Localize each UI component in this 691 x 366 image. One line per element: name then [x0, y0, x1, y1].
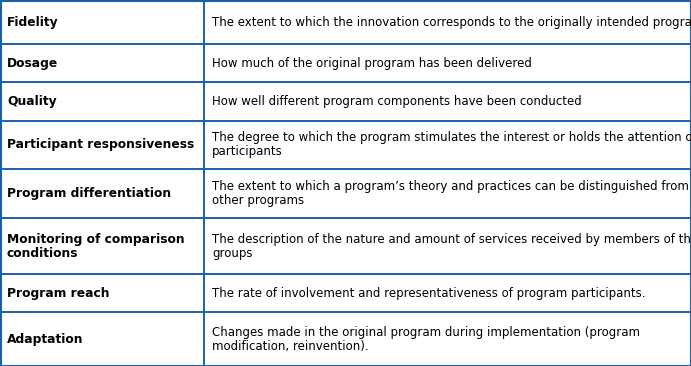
- Text: other programs: other programs: [212, 194, 304, 207]
- Text: Monitoring of comparison: Monitoring of comparison: [7, 233, 184, 246]
- Text: Program reach: Program reach: [7, 287, 109, 300]
- Text: The extent to which a program’s theory and practices can be distinguished from: The extent to which a program’s theory a…: [212, 180, 689, 193]
- Text: Changes made in the original program during implementation (program: Changes made in the original program dur…: [212, 326, 640, 339]
- Text: groups: groups: [212, 247, 253, 260]
- Text: The rate of involvement and representativeness of program participants.: The rate of involvement and representati…: [212, 287, 645, 300]
- Text: modification, reinvention).: modification, reinvention).: [212, 340, 369, 352]
- Text: How much of the original program has been delivered: How much of the original program has bee…: [212, 57, 532, 70]
- Text: Fidelity: Fidelity: [7, 15, 59, 29]
- Text: The description of the nature and amount of services received by members of the: The description of the nature and amount…: [212, 233, 691, 246]
- Text: participants: participants: [212, 145, 283, 158]
- Text: Participant responsiveness: Participant responsiveness: [7, 138, 194, 151]
- Text: The degree to which the program stimulates the interest or holds the attention o: The degree to which the program stimulat…: [212, 131, 691, 144]
- Text: The extent to which the innovation corresponds to the originally intended progra: The extent to which the innovation corre…: [212, 15, 691, 29]
- Text: Dosage: Dosage: [7, 57, 58, 70]
- Text: Quality: Quality: [7, 95, 57, 108]
- Text: Program differentiation: Program differentiation: [7, 187, 171, 200]
- Text: Adaptation: Adaptation: [7, 333, 84, 346]
- Text: conditions: conditions: [7, 247, 78, 260]
- Text: How well different program components have been conducted: How well different program components ha…: [212, 95, 582, 108]
